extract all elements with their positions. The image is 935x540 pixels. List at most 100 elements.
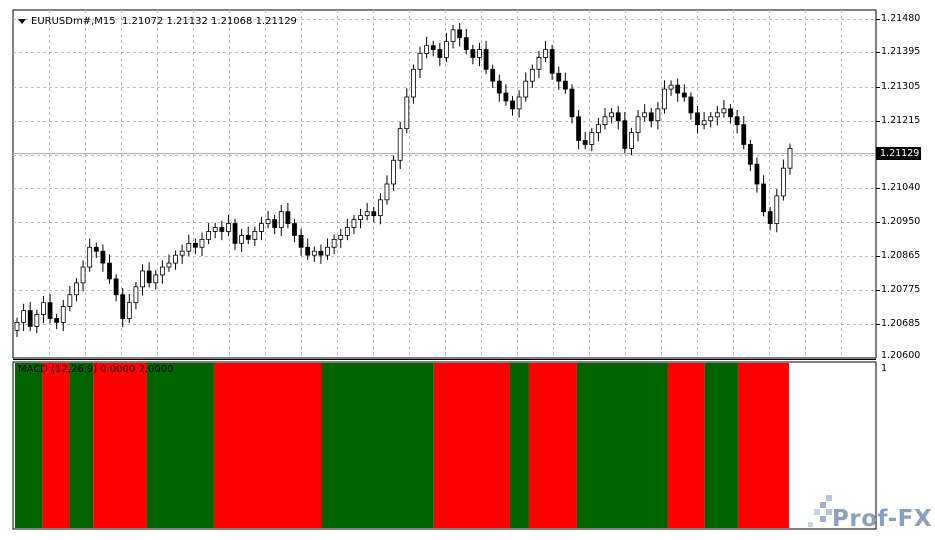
candle-bear: [490, 68, 496, 82]
candle-bull: [529, 68, 535, 82]
candle-bear: [113, 278, 119, 296]
candle-bull: [708, 116, 714, 122]
candle-bull: [179, 250, 185, 256]
candle-bear: [496, 80, 502, 94]
macd-bar: [146, 363, 214, 528]
candle-bull: [153, 274, 159, 284]
candle-bull: [642, 112, 648, 118]
candle-bear: [285, 211, 291, 224]
candle-bull: [67, 294, 73, 307]
macd-bar: [528, 363, 577, 528]
candle-bear: [741, 124, 747, 145]
ohlc-values: 1.21072 1.21132 1.21068 1.21129: [121, 16, 297, 27]
candle-bear: [767, 211, 773, 224]
candle-bear: [569, 88, 575, 118]
candle-bull: [265, 219, 271, 224]
candle-bear: [47, 302, 53, 319]
price-tick: 1.20950: [881, 216, 921, 227]
candle-bear: [648, 112, 654, 122]
candle-bull: [774, 195, 780, 224]
candle-bull: [358, 215, 363, 220]
candle-bear: [761, 183, 766, 213]
candle-bear: [734, 116, 740, 126]
candle-bull: [609, 112, 615, 118]
candle-bear: [457, 29, 463, 39]
candle-bull: [602, 116, 608, 126]
candle-bear: [298, 235, 304, 248]
candle-bull: [140, 270, 145, 288]
candle-bull: [212, 227, 218, 232]
macd-bar: [737, 363, 789, 528]
candle-bear: [430, 45, 436, 50]
candle-bull: [787, 148, 793, 169]
candle-bear: [437, 49, 443, 58]
candle-bull: [662, 88, 667, 110]
candle-bear: [232, 223, 238, 244]
macd-title: MACD (12,26,9) 0.0000 2.0000: [18, 364, 174, 375]
candle-bull: [331, 238, 337, 248]
candle-bull: [344, 227, 350, 236]
watermark-logo-icon: [808, 495, 832, 527]
candle-bull: [126, 302, 132, 319]
candle-bear: [754, 163, 760, 185]
candle-bull: [60, 306, 66, 323]
candle-bull: [41, 302, 46, 315]
candle-bull: [596, 124, 601, 133]
candle-bear: [582, 140, 588, 145]
candle-bull: [397, 128, 403, 161]
candle-bull: [721, 108, 727, 114]
candle-bull: [239, 235, 245, 244]
candle-bear: [318, 250, 324, 256]
macd-bar: [321, 363, 434, 528]
candle-bear: [562, 80, 568, 90]
candle-bear: [146, 270, 152, 284]
candle-bear: [463, 37, 469, 50]
candle-bear: [576, 116, 581, 141]
macd-bar: [576, 363, 668, 528]
price-tick: 1.21040: [881, 182, 921, 193]
candle-bull: [34, 314, 40, 327]
macd-bar: [213, 363, 322, 528]
macd-bar: [704, 363, 738, 528]
candle-bull: [714, 112, 720, 118]
candle-bear: [219, 227, 225, 232]
macd-bar: [509, 363, 529, 528]
candle-bull: [80, 266, 86, 284]
watermark-text: Prof-FX: [832, 506, 933, 532]
candle-bull: [424, 45, 430, 54]
candle-bear: [688, 96, 694, 114]
price-tick: 1.20685: [881, 318, 921, 329]
candle-bear: [556, 72, 562, 82]
price-tick: 1.20600: [881, 350, 921, 361]
candle-bull: [133, 286, 139, 304]
candle-bear: [747, 144, 753, 165]
candle-bear: [54, 318, 60, 323]
candle-bull: [668, 84, 674, 90]
candle-bull: [325, 246, 330, 256]
candle-bull: [377, 199, 383, 217]
candle-bear: [728, 108, 733, 118]
dropdown-triangle-icon[interactable]: [18, 18, 26, 24]
candle-bull: [21, 310, 27, 323]
macd-axis-top: 1: [881, 363, 888, 374]
candle-bull: [351, 219, 357, 228]
candle-bull: [444, 41, 449, 58]
candle-bear: [93, 246, 99, 252]
candle-bear: [192, 242, 198, 248]
candle-bear: [622, 120, 628, 149]
price-tick: 1.20775: [881, 284, 921, 295]
candle-bull: [701, 120, 707, 126]
candle-bear: [549, 49, 555, 74]
candle-bear: [120, 294, 126, 319]
candle-bull: [477, 49, 482, 58]
candle-bull: [411, 68, 416, 98]
candle-bear: [292, 223, 297, 236]
candle-bull: [74, 282, 79, 296]
candle-bear: [100, 250, 106, 264]
macd-bar: [42, 363, 70, 528]
candle-bull: [635, 116, 641, 133]
price-tick: 1.21215: [881, 115, 921, 126]
candle-bull: [226, 223, 231, 232]
